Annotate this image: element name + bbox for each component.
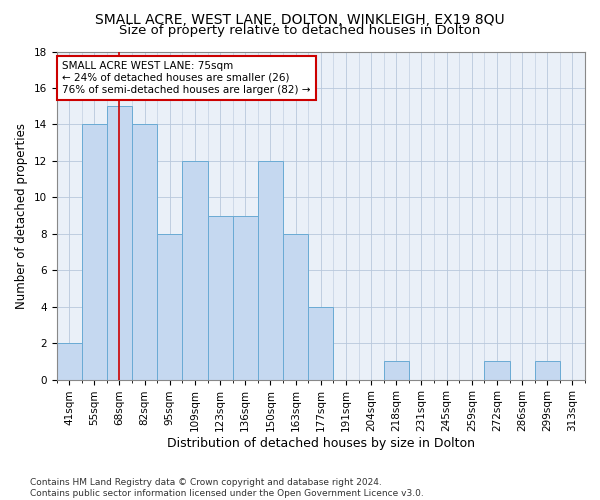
- Text: Contains HM Land Registry data © Crown copyright and database right 2024.
Contai: Contains HM Land Registry data © Crown c…: [30, 478, 424, 498]
- Bar: [182, 161, 208, 380]
- Text: SMALL ACRE WEST LANE: 75sqm
← 24% of detached houses are smaller (26)
76% of sem: SMALL ACRE WEST LANE: 75sqm ← 24% of det…: [62, 62, 310, 94]
- Bar: [132, 124, 157, 380]
- Bar: [308, 306, 334, 380]
- Bar: [484, 362, 509, 380]
- Bar: [208, 216, 233, 380]
- Bar: [157, 234, 182, 380]
- Bar: [107, 106, 132, 380]
- Bar: [233, 216, 258, 380]
- Bar: [56, 343, 82, 380]
- Bar: [535, 362, 560, 380]
- Text: Size of property relative to detached houses in Dolton: Size of property relative to detached ho…: [119, 24, 481, 37]
- Bar: [258, 161, 283, 380]
- Y-axis label: Number of detached properties: Number of detached properties: [15, 122, 28, 308]
- Bar: [82, 124, 107, 380]
- Text: SMALL ACRE, WEST LANE, DOLTON, WINKLEIGH, EX19 8QU: SMALL ACRE, WEST LANE, DOLTON, WINKLEIGH…: [95, 12, 505, 26]
- X-axis label: Distribution of detached houses by size in Dolton: Distribution of detached houses by size …: [167, 437, 475, 450]
- Bar: [283, 234, 308, 380]
- Bar: [383, 362, 409, 380]
